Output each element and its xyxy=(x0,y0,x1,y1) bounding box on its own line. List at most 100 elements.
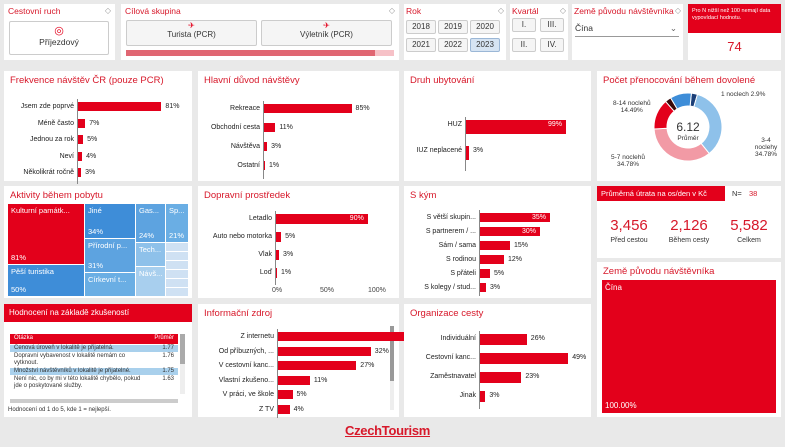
bar[interactable] xyxy=(480,241,510,250)
treemap-tile[interactable]: Návš... xyxy=(136,267,165,296)
table-row[interactable]: Cenová úroveň v lokalitě je přijatelná. 1… xyxy=(10,345,178,352)
bar[interactable] xyxy=(78,118,86,128)
year-button-selected[interactable]: 2023 xyxy=(470,38,500,52)
prijezdovy-button[interactable]: ◎ Příjezdový xyxy=(9,21,109,55)
prenocovani-panel: Počet přenocování během dovolené 6.12 Pr… xyxy=(597,71,781,181)
treemap-tile[interactable]: Sp... 21% xyxy=(166,204,188,242)
treemap-tile[interactable]: Tech... xyxy=(136,243,165,266)
bar[interactable] xyxy=(278,332,409,341)
scrollbar-thumb[interactable] xyxy=(180,334,185,364)
bar[interactable] xyxy=(278,346,371,356)
bar[interactable] xyxy=(264,161,266,170)
bar-value: 15% xyxy=(514,242,529,249)
bar-value: 1% xyxy=(269,162,280,169)
scrollbar[interactable] xyxy=(126,50,394,56)
panel-title: Frekvence návštěv ČR (pouze PCR) xyxy=(10,75,164,86)
year-button[interactable]: 2019 xyxy=(438,20,468,34)
bar[interactable] xyxy=(480,269,490,278)
bar[interactable] xyxy=(78,135,84,144)
table-row[interactable]: Množství návštěvníků v lokalitě je přija… xyxy=(10,368,178,375)
eraser-icon[interactable]: ◇ xyxy=(104,6,111,15)
bar[interactable] xyxy=(78,102,162,111)
bar-label: Jinak xyxy=(459,392,476,399)
bar[interactable] xyxy=(276,268,278,278)
bar[interactable] xyxy=(276,214,368,224)
bar[interactable] xyxy=(480,227,540,236)
bar[interactable] xyxy=(264,142,268,151)
quarter-button[interactable]: II. xyxy=(512,38,536,52)
bar[interactable] xyxy=(480,255,504,264)
eraser-icon[interactable]: ◇ xyxy=(497,6,504,15)
filter-label: Kvartál xyxy=(512,6,539,16)
table-row[interactable]: Není nic, co by mi v této lokalitě chybě… xyxy=(14,376,174,389)
n-label: N= xyxy=(732,189,742,198)
zeme-tile-label: Čína xyxy=(605,283,622,292)
table-row[interactable]: Dopravní vybavenost v lokalitě nemám co … xyxy=(14,353,174,366)
treemap-tile[interactable]: Církevní t... xyxy=(85,273,135,296)
bar[interactable] xyxy=(78,151,83,161)
zeme-tile-value: 100.00% xyxy=(605,401,637,410)
bar[interactable] xyxy=(466,120,566,134)
quarter-button[interactable]: IV. xyxy=(540,38,564,52)
bar[interactable] xyxy=(278,404,290,414)
table-hscroll[interactable] xyxy=(10,399,178,403)
year-button[interactable]: 2020 xyxy=(470,20,500,34)
bar[interactable] xyxy=(278,361,357,370)
bar-value: 12% xyxy=(508,256,523,263)
filter-rok: Rok ◇ 2018 2019 2020 2021 2022 2023 xyxy=(404,4,506,60)
bar[interactable] xyxy=(78,168,82,177)
table-scrollbar[interactable] xyxy=(180,334,185,394)
bar[interactable] xyxy=(466,146,470,160)
bar-label: Z internetu xyxy=(240,333,274,340)
bar[interactable] xyxy=(278,375,310,385)
treemap-tile[interactable]: Přírodní p... 31% xyxy=(85,239,135,272)
treemap-tile[interactable]: Kulturní památk... 81% xyxy=(8,204,84,264)
bar[interactable] xyxy=(480,334,527,345)
col-header: Otázka xyxy=(14,335,34,341)
filter-kvartal: Kvartál ◇ I. III. II. IV. xyxy=(510,4,568,60)
bar-value: 30% xyxy=(522,228,537,235)
bar-value: 3% xyxy=(85,169,96,176)
vyletnik-button[interactable]: ✈ Výletník (PCR) xyxy=(261,20,392,46)
country-select[interactable]: Čína ⌄ xyxy=(575,23,679,37)
chart-scrollbar[interactable] xyxy=(390,326,394,410)
bar[interactable] xyxy=(278,390,293,399)
filter-label: Cestovní ruch xyxy=(8,6,61,16)
panel-title: Hodnocení na základě zkušeností xyxy=(4,304,192,322)
bar[interactable] xyxy=(480,213,550,222)
turista-button[interactable]: ✈ Turista (PCR) xyxy=(126,20,257,46)
bar[interactable] xyxy=(264,104,352,113)
bar[interactable] xyxy=(480,353,569,364)
treemap-tile[interactable]: Pěší turistika 50% xyxy=(8,265,84,296)
bar[interactable] xyxy=(276,250,280,260)
czechtourism-logo: CzechTourism xyxy=(345,423,431,438)
slice-label-3-4: 3-4 noclehy 34.78% xyxy=(754,137,778,158)
treemap-small-tiles xyxy=(166,243,188,296)
organizace-panel: Organizace cesty Individuální 26% Cestovní… xyxy=(404,304,591,417)
col-header: Průměr xyxy=(154,335,174,341)
donut-center-value: 6.12 xyxy=(676,120,700,134)
eraser-icon[interactable]: ◇ xyxy=(388,6,395,15)
treemap-tile[interactable]: Jiné 34% xyxy=(85,204,135,238)
bar[interactable] xyxy=(264,123,276,132)
donut-slice[interactable] xyxy=(669,92,692,110)
year-button[interactable]: 2021 xyxy=(406,38,436,52)
year-button[interactable]: 2018 xyxy=(406,20,436,34)
treemap-tile[interactable]: Gas... 24% xyxy=(136,204,165,242)
bar[interactable] xyxy=(480,372,522,383)
eraser-icon[interactable]: ◇ xyxy=(559,6,566,15)
quarter-button[interactable]: III. xyxy=(540,18,564,32)
year-button[interactable]: 2022 xyxy=(438,38,468,52)
bar[interactable] xyxy=(480,391,486,402)
zeme-tile[interactable]: Čína 100.00% xyxy=(602,280,776,413)
bar-value: 1% xyxy=(281,269,292,276)
backpack-icon: ✈ xyxy=(323,21,330,30)
bar-value: 49% xyxy=(572,354,587,361)
eraser-icon[interactable]: ◇ xyxy=(674,6,681,15)
quarter-button[interactable]: I. xyxy=(512,18,536,32)
bar[interactable] xyxy=(480,283,486,292)
bar[interactable] xyxy=(276,232,282,242)
scrollbar-thumb[interactable] xyxy=(390,326,394,381)
target-icon: ◎ xyxy=(54,25,64,37)
scrollbar-thumb[interactable] xyxy=(126,50,376,56)
